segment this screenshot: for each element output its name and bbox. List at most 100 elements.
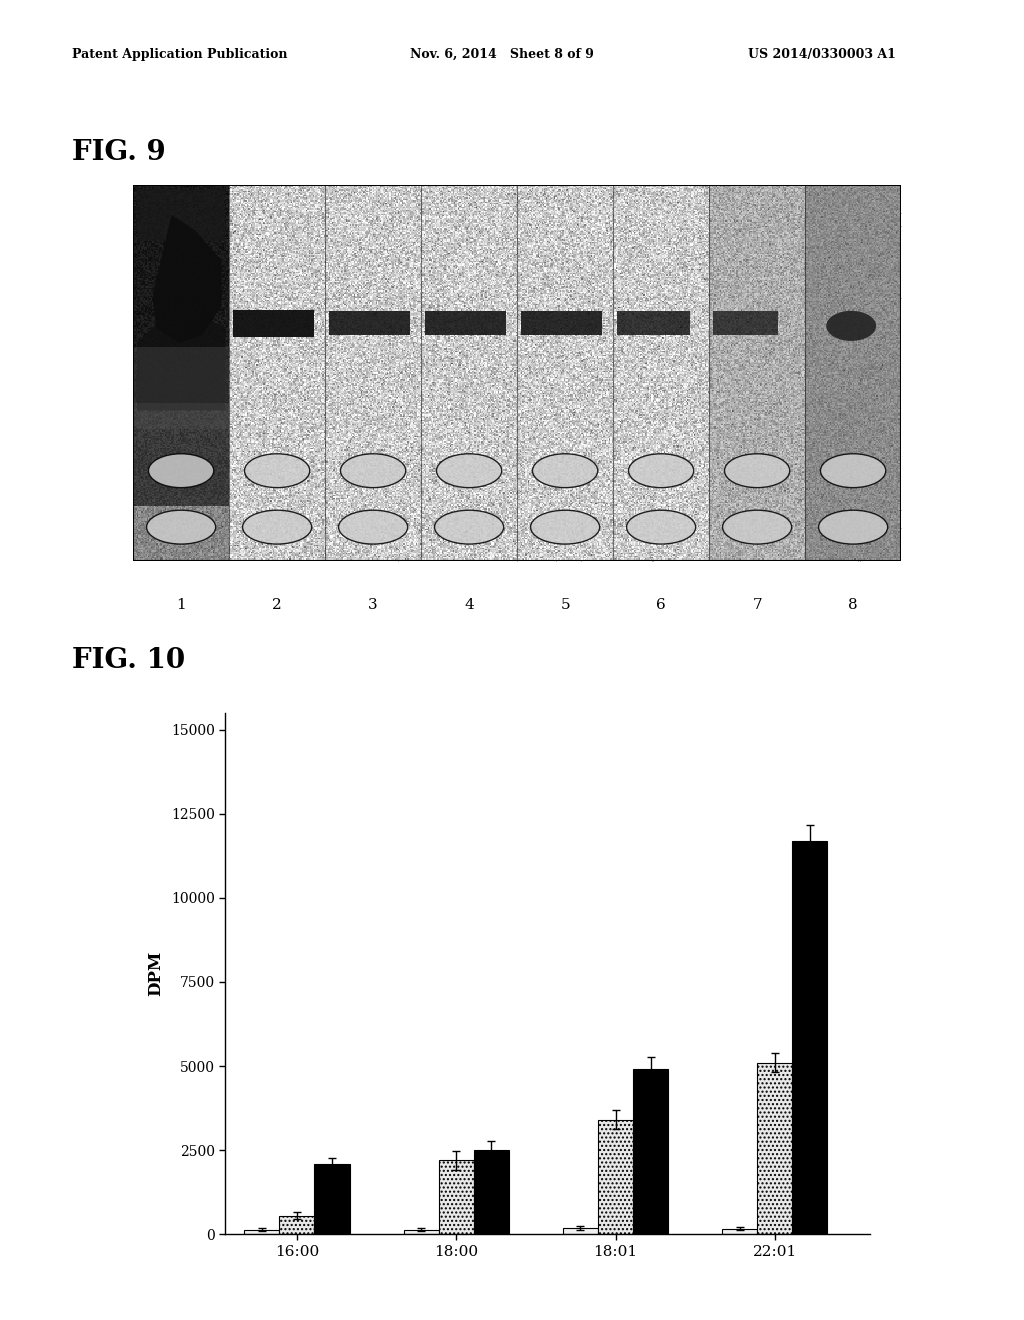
Point: [864, 189, 881, 210]
Point: [833, 451, 849, 473]
Point: [125, 356, 141, 378]
Point: [244, 479, 260, 500]
Point: [606, 447, 623, 469]
Point: [691, 243, 708, 264]
Point: [280, 516, 296, 537]
Point: [171, 355, 187, 376]
Point: [670, 428, 686, 449]
Point: [632, 335, 648, 356]
Point: [873, 273, 890, 294]
Point: [571, 381, 588, 403]
Point: [741, 388, 758, 409]
Point: [778, 383, 795, 404]
Point: [500, 428, 516, 449]
Point: [694, 309, 711, 330]
Point: [564, 265, 581, 286]
Point: [462, 451, 478, 473]
Point: [513, 216, 529, 238]
Point: [830, 206, 847, 227]
Point: [413, 181, 429, 202]
Point: [487, 251, 504, 272]
Point: [444, 495, 461, 516]
Point: [842, 395, 858, 416]
Point: [409, 469, 425, 490]
Point: [666, 479, 682, 500]
Point: [735, 473, 752, 494]
Point: [267, 474, 284, 495]
Point: [467, 261, 483, 282]
Point: [838, 271, 854, 292]
Point: [250, 345, 266, 366]
Point: [486, 467, 503, 488]
Point: [597, 318, 613, 339]
Point: [592, 399, 608, 420]
Point: [242, 487, 258, 508]
Point: [590, 187, 606, 209]
Point: [638, 209, 654, 230]
Point: [442, 524, 459, 545]
Point: [727, 185, 743, 206]
Point: [492, 347, 508, 368]
Point: [571, 253, 588, 275]
Point: [627, 413, 643, 434]
Point: [509, 449, 525, 470]
Point: [543, 396, 559, 417]
Point: [417, 393, 433, 414]
Point: [582, 176, 598, 197]
Point: [876, 177, 892, 198]
Point: [518, 392, 535, 413]
Point: [206, 490, 222, 511]
Text: 2: 2: [272, 598, 282, 612]
Point: [729, 301, 745, 322]
Point: [590, 453, 606, 474]
Point: [690, 479, 707, 500]
Point: [388, 180, 404, 201]
Point: [200, 503, 216, 524]
Point: [540, 548, 556, 569]
Point: [750, 549, 766, 570]
Point: [742, 513, 759, 535]
Point: [176, 391, 193, 412]
Point: [446, 191, 463, 213]
Point: [398, 521, 415, 543]
Point: [669, 400, 685, 421]
Point: [884, 417, 900, 438]
Point: [596, 343, 612, 364]
Point: [641, 265, 657, 286]
Point: [251, 247, 267, 268]
Point: [862, 189, 879, 210]
Point: [322, 383, 338, 404]
Point: [827, 418, 844, 440]
Point: [219, 260, 236, 281]
Point: [851, 228, 867, 249]
Point: [274, 396, 291, 417]
Point: [591, 383, 607, 404]
Point: [198, 378, 214, 399]
Point: [215, 521, 231, 543]
Point: [581, 432, 597, 453]
Point: [347, 424, 364, 445]
Point: [867, 487, 884, 508]
Point: [758, 273, 774, 294]
Point: [265, 549, 282, 570]
Point: [802, 327, 818, 348]
Point: [490, 388, 507, 409]
Point: [562, 318, 579, 339]
Point: [367, 271, 383, 292]
Point: [526, 255, 543, 276]
Point: [592, 243, 608, 264]
Point: [311, 226, 328, 247]
Point: [295, 248, 311, 269]
Point: [353, 202, 370, 223]
Point: [228, 214, 245, 235]
Point: [393, 375, 410, 396]
Point: [770, 246, 786, 267]
Point: [476, 240, 493, 261]
Point: [611, 348, 628, 370]
Point: [148, 461, 165, 482]
Point: [767, 314, 783, 335]
Point: [888, 272, 904, 293]
Point: [342, 440, 358, 461]
Point: [425, 334, 441, 355]
Point: [306, 265, 323, 286]
